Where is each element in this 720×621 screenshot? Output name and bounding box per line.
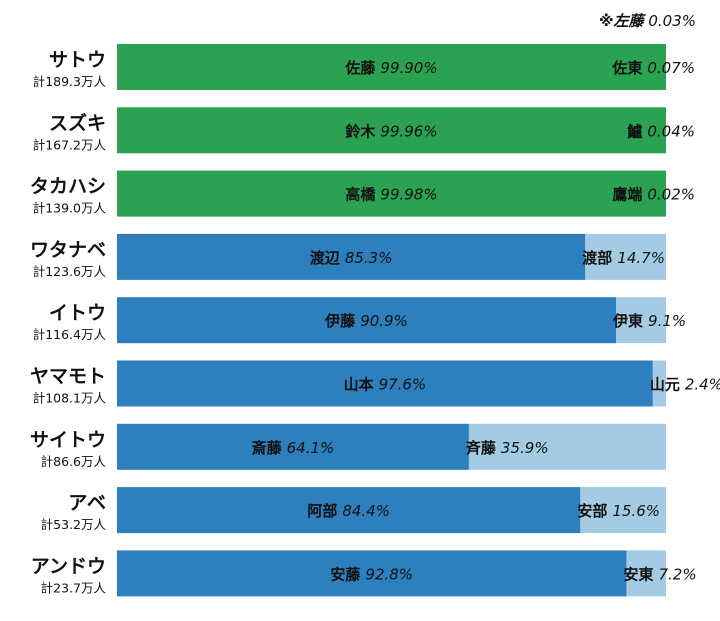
row-reading: サトウ [49,49,106,71]
segment-label-minor: 鱸 0.04% [626,122,695,140]
row-total: 計167.2万人 [33,137,107,152]
bar-segment-main [117,44,666,90]
row-total: 計23.7万人 [41,580,107,595]
bar-segment-minor [652,360,666,407]
segment-label-main: 斎藤 64.1% [252,439,335,457]
row-reading: アベ [68,492,106,514]
row-reading: スズキ [49,111,106,134]
row-total: 計139.0万人 [33,201,107,216]
segment-label-minor: 佐東 0.07% [611,59,695,77]
row-reading: ヤマモト [30,366,106,388]
segment-label-minor: 渡部 14.7% [582,249,665,267]
bar-segment-main [117,550,627,597]
row-reading: アンドウ [31,555,106,577]
bar-segment-main [117,487,581,534]
segment-label-minor: 安部 15.6% [577,502,660,520]
bar-segment-main [117,423,469,470]
row-total: 計116.4万人 [33,327,107,342]
segment-label-minor: 伊東 9.1% [612,312,686,330]
segment-label-main: 鈴木 99.96% [345,122,437,140]
row-reading: ワタナベ [30,239,106,261]
bar-segment-minor [468,423,666,470]
row-total: 計53.2万人 [41,517,107,532]
row-reading: タカハシ [30,176,106,198]
row-total: 計123.6万人 [33,264,107,279]
bar-segment-minor [585,233,666,280]
bar-segment-minor [616,297,666,344]
segment-label-minor: 斉藤 35.9% [466,439,549,457]
footnote-value: 0.03% [648,12,696,30]
row-reading: サイトウ [30,429,106,451]
segment-label-minor: 山元 2.4% [650,376,720,394]
bar-segment-minor [580,487,666,534]
segment-label-main: 高橋 99.98% [345,186,437,204]
row-total: 計189.3万人 [33,74,107,89]
bar-segment-main [117,360,653,407]
row-total: 計108.1万人 [33,391,107,406]
bar-segment-main [117,297,617,344]
bar-segment-minor [626,550,666,597]
segment-label-main: 伊藤 90.9% [324,312,408,330]
segment-label-main: 阿部 84.4% [307,502,390,520]
segment-label-minor: 安東 7.2% [623,565,696,583]
bar-segment-main [117,107,666,154]
bar-segment-main [117,233,586,280]
segment-label-main: 安藤 92.8% [330,565,413,583]
segment-label-minor: 鷹端 0.02% [612,186,695,204]
segment-label-main: 山本 97.6% [344,376,427,394]
segment-label-main: 佐藤 99.90% [344,59,437,77]
segment-label-main: 渡辺 85.3% [310,249,393,267]
bar-segment-main [117,170,666,217]
row-total: 計86.6万人 [41,454,107,469]
row-reading: イトウ [49,302,106,324]
footnote-name: ※左藤 [598,12,644,30]
footnote: ※左藤 0.03% [599,10,696,31]
